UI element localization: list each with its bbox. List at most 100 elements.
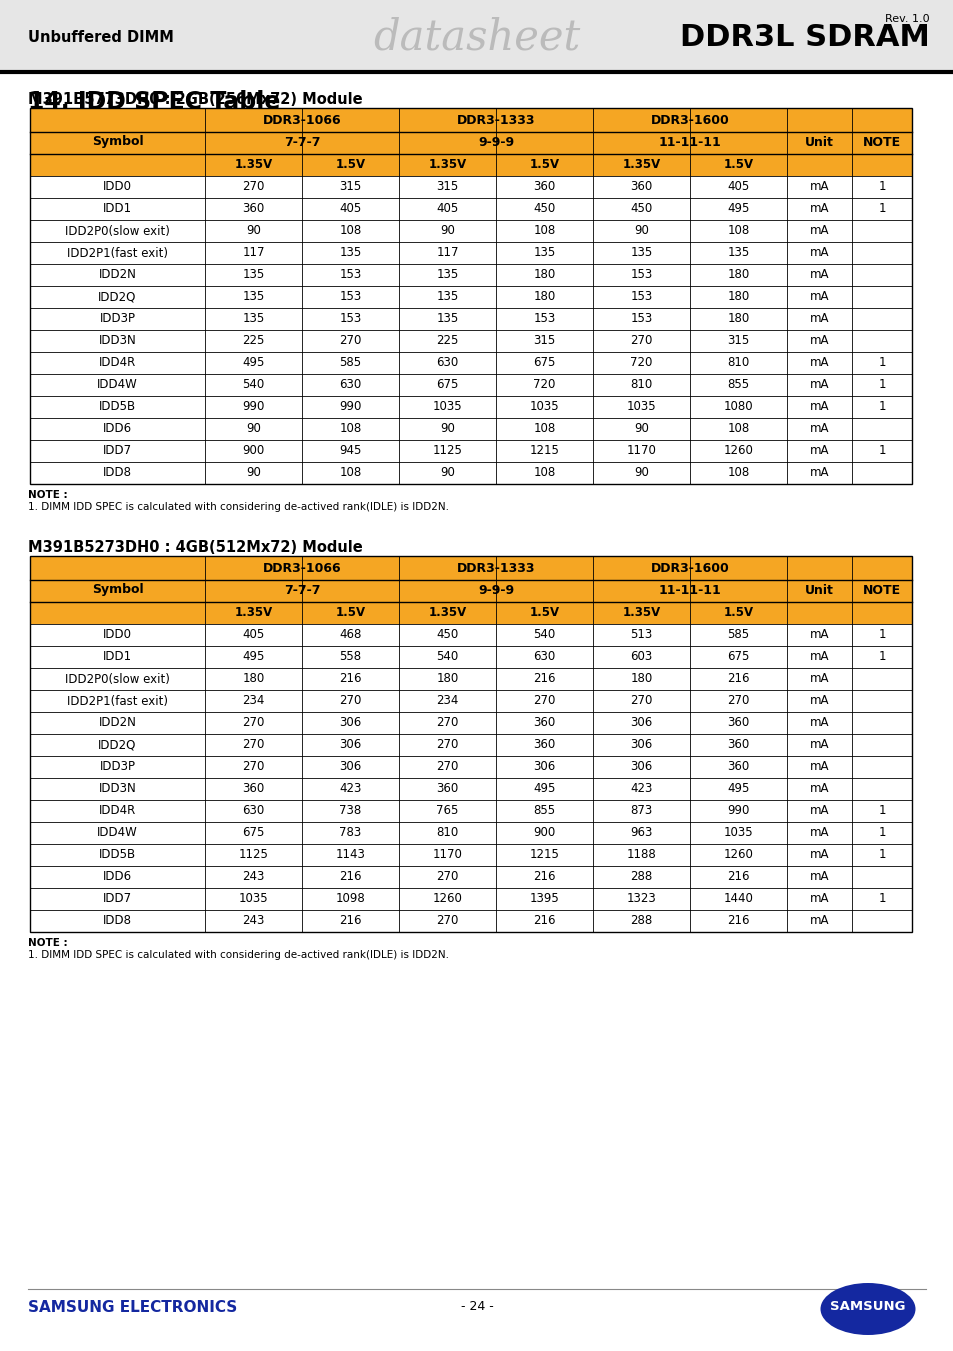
Text: IDD2N: IDD2N xyxy=(98,716,136,730)
Text: mA: mA xyxy=(809,628,828,642)
Text: 306: 306 xyxy=(630,739,652,751)
Text: 90: 90 xyxy=(439,224,455,238)
Text: 288: 288 xyxy=(630,915,652,928)
Text: 14. IDD SPEC Table: 14. IDD SPEC Table xyxy=(28,91,280,113)
Bar xyxy=(0,0,953,72)
Bar xyxy=(30,557,911,932)
Text: 216: 216 xyxy=(726,915,749,928)
Text: 243: 243 xyxy=(242,870,264,884)
Text: IDD8: IDD8 xyxy=(103,915,132,928)
Text: 738: 738 xyxy=(339,804,361,817)
Text: 1188: 1188 xyxy=(626,848,656,862)
Text: 495: 495 xyxy=(726,203,749,216)
Text: 990: 990 xyxy=(339,400,361,413)
Text: 270: 270 xyxy=(242,739,264,751)
Text: mA: mA xyxy=(809,444,828,458)
Text: Unbuffered DIMM: Unbuffered DIMM xyxy=(28,31,173,46)
Text: 630: 630 xyxy=(436,357,458,370)
Text: IDD2P0(slow exit): IDD2P0(slow exit) xyxy=(65,224,170,238)
Bar xyxy=(30,557,911,932)
Text: 540: 540 xyxy=(533,628,555,642)
Text: 180: 180 xyxy=(726,312,749,326)
Text: 108: 108 xyxy=(533,224,555,238)
Text: 450: 450 xyxy=(533,203,555,216)
Text: 873: 873 xyxy=(630,804,652,817)
Text: 1: 1 xyxy=(878,827,884,839)
Text: 360: 360 xyxy=(533,181,555,193)
Text: 135: 135 xyxy=(533,246,555,259)
Text: IDD4W: IDD4W xyxy=(97,827,138,839)
Text: 1: 1 xyxy=(878,444,884,458)
Text: 630: 630 xyxy=(242,804,264,817)
Text: mA: mA xyxy=(809,827,828,839)
Text: 270: 270 xyxy=(436,761,458,774)
Text: 270: 270 xyxy=(630,694,652,708)
Text: 360: 360 xyxy=(242,782,264,796)
Text: 180: 180 xyxy=(726,269,749,281)
Text: 630: 630 xyxy=(533,650,555,663)
Text: 1: 1 xyxy=(878,804,884,817)
Text: Unit: Unit xyxy=(804,135,833,149)
Text: 270: 270 xyxy=(533,694,555,708)
Text: 90: 90 xyxy=(634,423,648,435)
Text: IDD5B: IDD5B xyxy=(99,848,136,862)
Text: 1: 1 xyxy=(878,628,884,642)
Text: 513: 513 xyxy=(630,628,652,642)
Text: 1: 1 xyxy=(878,893,884,905)
Text: 1: 1 xyxy=(878,400,884,413)
Text: 360: 360 xyxy=(242,203,264,216)
Text: 1.35V: 1.35V xyxy=(621,607,659,620)
Text: IDD7: IDD7 xyxy=(103,444,132,458)
Text: 540: 540 xyxy=(242,378,264,392)
Text: 135: 135 xyxy=(436,269,458,281)
Text: 153: 153 xyxy=(339,269,361,281)
Text: mA: mA xyxy=(809,716,828,730)
Text: mA: mA xyxy=(809,915,828,928)
Text: 225: 225 xyxy=(436,335,458,347)
Text: 1: 1 xyxy=(878,203,884,216)
Text: 90: 90 xyxy=(634,224,648,238)
Text: 270: 270 xyxy=(242,761,264,774)
Text: mA: mA xyxy=(809,312,828,326)
Text: 216: 216 xyxy=(533,870,556,884)
Text: 540: 540 xyxy=(436,650,458,663)
Text: 270: 270 xyxy=(436,870,458,884)
Text: 450: 450 xyxy=(630,203,652,216)
Text: 1.35V: 1.35V xyxy=(234,158,273,172)
Text: IDD2P0(slow exit): IDD2P0(slow exit) xyxy=(65,673,170,685)
Text: 720: 720 xyxy=(630,357,652,370)
Text: 1: 1 xyxy=(878,357,884,370)
Text: M391B5773DH0 : 2GB(256Mx72) Module: M391B5773DH0 : 2GB(256Mx72) Module xyxy=(28,92,362,107)
Text: 783: 783 xyxy=(339,827,361,839)
Text: - 24 -: - 24 - xyxy=(460,1301,493,1313)
Text: 360: 360 xyxy=(533,716,555,730)
Text: mA: mA xyxy=(809,848,828,862)
Text: mA: mA xyxy=(809,694,828,708)
Text: 135: 135 xyxy=(242,269,264,281)
Text: IDD2Q: IDD2Q xyxy=(98,290,136,304)
Text: 216: 216 xyxy=(339,673,361,685)
Text: 585: 585 xyxy=(339,357,361,370)
Text: 1125: 1125 xyxy=(432,444,462,458)
Text: 1.35V: 1.35V xyxy=(621,158,659,172)
Bar xyxy=(30,108,911,484)
Text: mA: mA xyxy=(809,870,828,884)
Text: mA: mA xyxy=(809,335,828,347)
Text: 405: 405 xyxy=(436,203,458,216)
Text: 675: 675 xyxy=(726,650,749,663)
Ellipse shape xyxy=(820,1283,915,1335)
Text: 216: 216 xyxy=(726,870,749,884)
Text: mA: mA xyxy=(809,804,828,817)
Text: datasheet: datasheet xyxy=(373,18,580,59)
Text: 11-11-11: 11-11-11 xyxy=(658,585,720,597)
Text: 315: 315 xyxy=(533,335,555,347)
Text: 1098: 1098 xyxy=(335,893,365,905)
Text: 423: 423 xyxy=(630,782,652,796)
Text: 423: 423 xyxy=(339,782,361,796)
Text: IDD2N: IDD2N xyxy=(98,269,136,281)
Text: 306: 306 xyxy=(339,716,361,730)
Text: 1.5V: 1.5V xyxy=(529,607,559,620)
Text: 1080: 1080 xyxy=(723,400,753,413)
Text: 495: 495 xyxy=(242,650,264,663)
Text: 108: 108 xyxy=(533,423,555,435)
